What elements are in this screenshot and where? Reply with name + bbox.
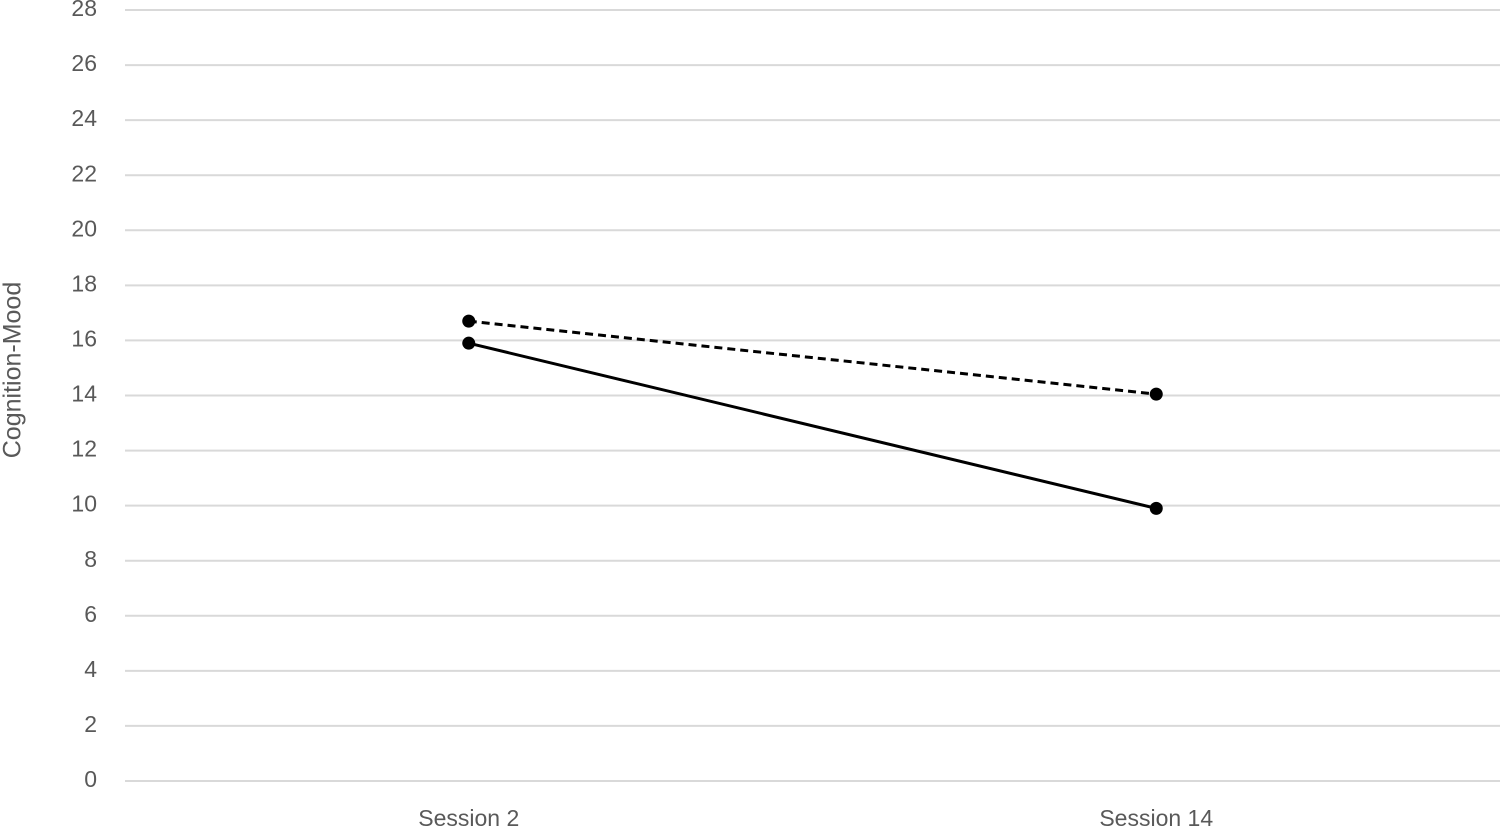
y-tick-label: 22 [71, 160, 97, 186]
series-marker [1149, 501, 1163, 515]
series-marker [462, 336, 476, 350]
y-axis-label: Cognition-Mood [0, 282, 27, 459]
series-marker [462, 314, 476, 328]
y-tick-label: 28 [71, 0, 97, 21]
x-tick-label: Session 14 [1099, 805, 1213, 831]
y-tick-label: 14 [71, 381, 97, 407]
y-tick-label: 8 [84, 546, 97, 572]
series-line [468, 319, 1157, 396]
y-tick-label: 0 [84, 766, 97, 792]
series-line [468, 341, 1157, 510]
y-tick-label: 20 [71, 215, 97, 241]
y-tick-label: 12 [71, 436, 97, 462]
y-tick-label: 26 [71, 50, 97, 76]
y-tick-label: 16 [71, 326, 97, 352]
y-tick-label: 4 [84, 656, 97, 682]
y-tick-label: 2 [84, 711, 97, 737]
y-tick-label: 24 [71, 105, 97, 131]
series-marker [1149, 387, 1163, 401]
x-tick-label: Session 2 [418, 805, 519, 831]
y-tick-label: 18 [71, 270, 97, 296]
y-tick-label: 10 [71, 491, 97, 517]
y-tick-label: 6 [84, 601, 97, 627]
